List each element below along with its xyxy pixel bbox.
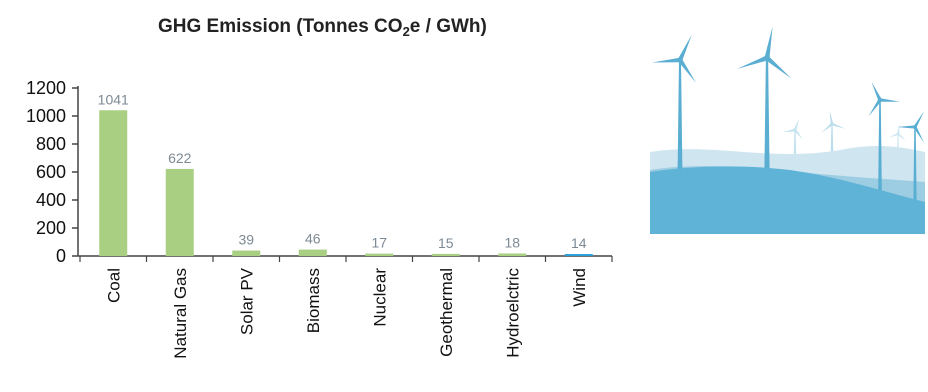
chart-title-part: e / GWh): [410, 16, 487, 37]
category-labels: Coal Natural Gas Solar PV Biomass Nuclear Geo…: [104, 267, 589, 358]
y-tick-label: 1200: [26, 78, 66, 98]
chart-title: GHG Emission (Tonnes CO2e / GWh): [158, 16, 487, 39]
bar-nuclear: [365, 253, 394, 256]
data-label: 17: [371, 235, 387, 251]
bar-wind: [564, 254, 593, 256]
bar-hydroelctric: [498, 253, 527, 256]
data-label: 39: [238, 232, 254, 248]
category-label: Wind: [570, 268, 589, 307]
category-label: Geothermal: [437, 268, 456, 357]
y-tick-label: 800: [36, 134, 66, 154]
category-label: Natural Gas: [171, 268, 190, 359]
data-label: 14: [571, 235, 587, 251]
bar-coal: [99, 110, 128, 256]
data-label: 46: [305, 231, 321, 247]
turbine-icon: [652, 34, 697, 177]
data-label: 1041: [98, 91, 129, 107]
category-label: Coal: [104, 268, 123, 303]
y-axis: 0 200 400 600 800 1000 1200: [26, 78, 79, 266]
bar-chart: GHG Emission (Tonnes CO2e / GWh) 0 200 400…: [26, 16, 613, 359]
wind-turbines-illustration: [650, 26, 925, 234]
chart-title-part: 2: [403, 24, 410, 39]
y-tick-label: 600: [36, 162, 66, 182]
bar-solar-pv: [232, 250, 261, 256]
category-label: Biomass: [304, 268, 323, 333]
y-tick-label: 1000: [26, 106, 66, 126]
data-label: 18: [504, 234, 520, 250]
chart-title-part: GHG Emission (Tonnes CO: [158, 16, 403, 37]
turbine-icon: [736, 26, 792, 182]
data-label: 15: [438, 235, 454, 251]
data-labels: 1041 622 39 46 17 15 18 14: [98, 91, 587, 251]
bar-natural-gas: [165, 168, 194, 256]
turbine-icon: [868, 81, 900, 208]
y-tick-label: 400: [36, 190, 66, 210]
hill-front: [650, 166, 925, 234]
category-label: Hydroelctric: [503, 268, 522, 358]
bar-geothermal: [431, 253, 460, 256]
category-label: Nuclear: [370, 268, 389, 327]
y-tick-label: 200: [36, 218, 66, 238]
foreground-turbines: [652, 26, 924, 212]
bar-biomass: [298, 249, 327, 256]
turbine-icon: [897, 111, 924, 212]
category-label: Solar PV: [237, 267, 256, 335]
y-tick-label: 0: [56, 246, 66, 266]
data-label: 622: [168, 150, 192, 166]
bars: [99, 110, 593, 256]
x-axis: [78, 255, 613, 262]
